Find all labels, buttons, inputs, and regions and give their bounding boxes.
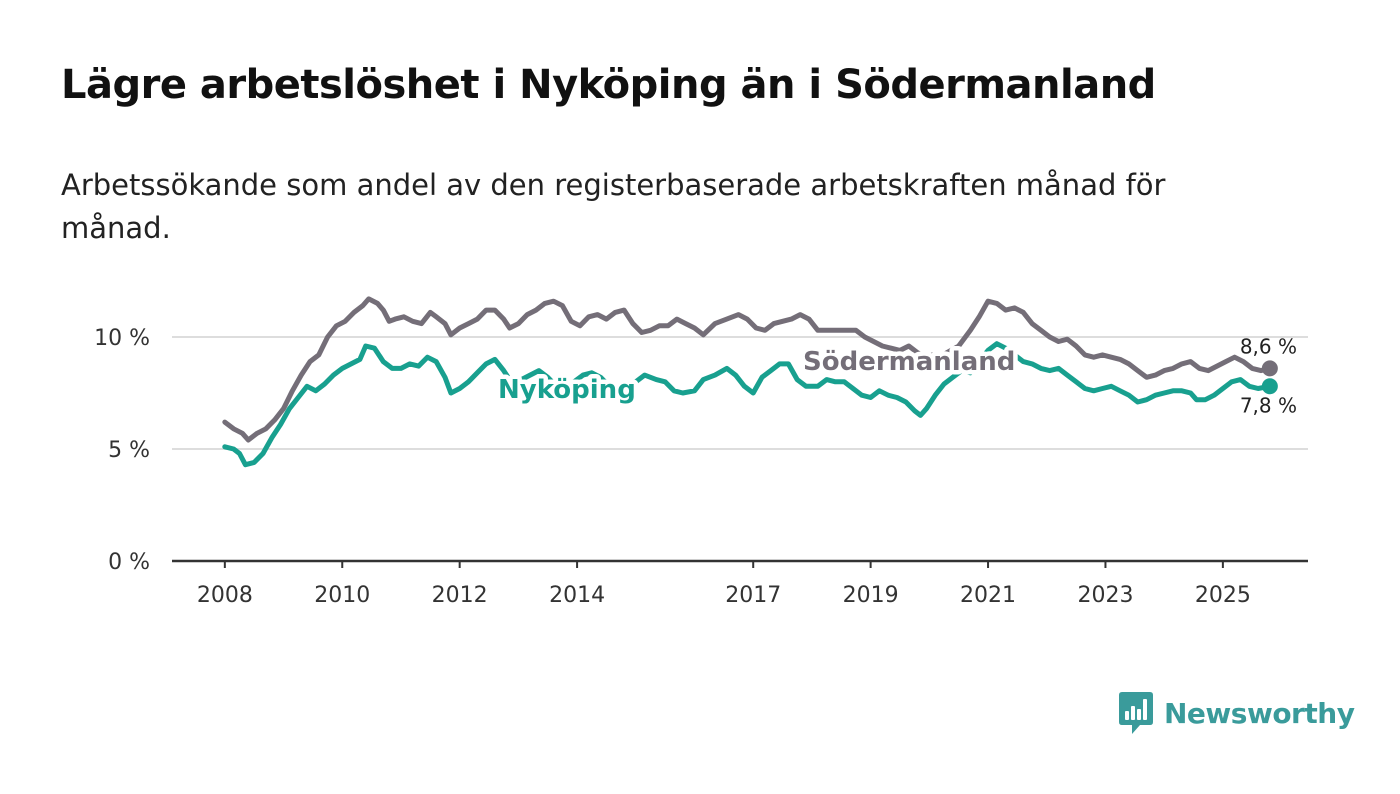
x-tick-label: 2023 (1077, 583, 1133, 608)
newsworthy-logo-text: Newsworthy (1164, 696, 1355, 730)
end-label-nykoping: 7,8 % (1240, 393, 1297, 417)
grid-layer: 0 % 5 % 10 % 2008 2010 2012 2014 2017 2019 2021 20… (94, 326, 1308, 608)
newsworthy-logo[interactable]: Newsworthy (1118, 690, 1355, 736)
x-tick-label: 2008 (197, 583, 253, 608)
x-tick-label: 2010 (314, 583, 370, 608)
x-tick-label: 2025 (1195, 583, 1251, 608)
chart-title: Lägre arbetslöshet i Nyköping än i Söder… (61, 62, 1156, 108)
end-point-nykoping (1261, 378, 1278, 395)
label-layer: 8,6 % 7,8 % Södermanland Nyköping (494, 334, 1298, 417)
newsworthy-logo-icon (1119, 692, 1153, 734)
chart-subtitle: Arbetssökande som andel av den registerb… (61, 168, 1166, 245)
x-tick-label: 2019 (843, 583, 899, 608)
series-name-label-sodermanland: Södermanland (803, 347, 1015, 377)
series-name-label-nykoping: Nyköping (498, 375, 636, 405)
y-tick-label: 10 % (94, 326, 150, 351)
series-line-sodermanland (222, 296, 1273, 443)
x-tick-label: 2017 (725, 583, 781, 608)
series-line-nykoping (222, 341, 1273, 468)
y-tick-label: 0 % (108, 550, 150, 575)
x-tick-label: 2012 (432, 583, 488, 608)
end-point-sodermanland (1261, 360, 1278, 377)
x-tick-label: 2014 (549, 583, 605, 608)
x-tick-label: 2021 (960, 583, 1016, 608)
series-layer (222, 296, 1273, 468)
y-tick-label: 5 % (108, 438, 150, 463)
end-label-sodermanland: 8,6 % (1240, 334, 1297, 358)
